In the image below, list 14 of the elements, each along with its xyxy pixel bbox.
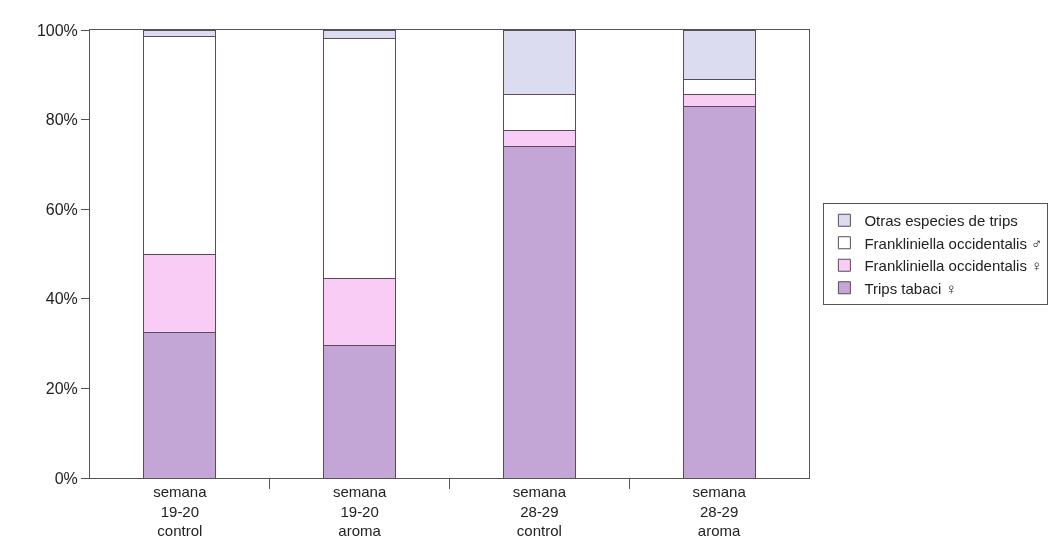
y-tick-label: 0%: [54, 469, 78, 487]
x-tick-label: semana 28-29 aroma: [692, 483, 747, 539]
legend-label: Otras especies de trips: [864, 212, 1018, 230]
legend-label: Frankliniella occidentalis ♂: [864, 234, 1043, 252]
y-tick-label: 100%: [36, 21, 78, 39]
y-tick-label: 40%: [45, 290, 78, 308]
x-tick-label: semana 19-20 aroma: [332, 483, 387, 539]
y-tick-label: 80%: [45, 111, 78, 129]
y-tick-label: 20%: [45, 380, 78, 397]
x-tick-label: semana 19-20 control: [153, 483, 208, 539]
x-tick-label: semana 28-29 control: [512, 483, 567, 539]
legend-label: Trips tabaci ♀: [864, 279, 957, 297]
legend-label: Frankliniella occidentalis ♀: [864, 257, 1043, 275]
y-tick-label: 60%: [45, 200, 78, 218]
